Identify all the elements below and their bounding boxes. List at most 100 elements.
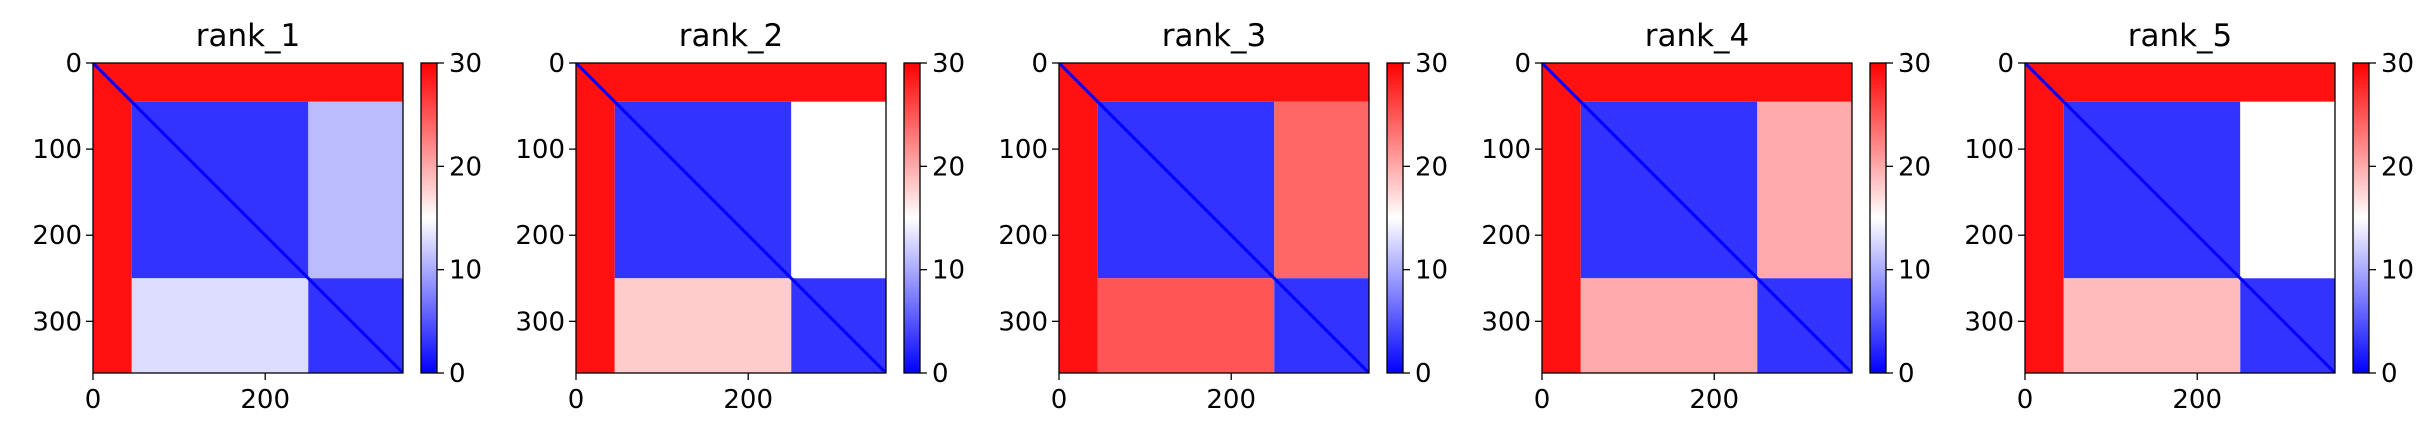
heatmap-cell <box>308 101 403 279</box>
heatmap-diagonal <box>93 63 403 373</box>
y-tick-label: 100 <box>998 135 1048 165</box>
heatmap-cell <box>93 63 403 102</box>
heatmap-panel: rank_1 0 100 200 300 0 200 0 10 20 30 <box>32 18 482 415</box>
heatmap-diagonal <box>2025 63 2335 373</box>
y-tick-label: 200 <box>1481 221 1531 251</box>
axes-frame <box>2024 62 2336 374</box>
axes-frame <box>1058 62 1370 374</box>
colorbar-tick-label: 20 <box>1898 152 1931 182</box>
heatmap-cell <box>2025 63 2335 102</box>
heatmap-panel: rank_4 0 100 200 300 0 200 0 10 20 30 <box>1481 18 1931 415</box>
heatmap-cell <box>131 278 309 373</box>
colorbar-tick-label: 30 <box>449 49 482 79</box>
colorbar-tick-label: 10 <box>1415 256 1448 286</box>
heatmap-cell <box>1542 63 1852 102</box>
heatmap-cell <box>576 63 886 102</box>
axes-frame <box>575 62 887 374</box>
chart-title: rank_4 <box>1645 18 1750 54</box>
colorbar-tick-label: 0 <box>1898 359 1915 389</box>
heatmap-cells <box>93 63 403 373</box>
y-tick-label: 100 <box>32 135 82 165</box>
colorbar-tick-label: 30 <box>1898 49 1931 79</box>
x-tick-label: 0 <box>2017 385 2034 415</box>
colorbar-tick-label: 10 <box>1898 256 1931 286</box>
colorbar-tick-label: 0 <box>449 359 466 389</box>
y-tick-label: 300 <box>32 307 82 337</box>
x-tick-label: 0 <box>85 385 102 415</box>
heatmap-cell <box>576 63 615 373</box>
colorbar-tick-label: 0 <box>1415 359 1432 389</box>
y-tick-label: 200 <box>998 221 1048 251</box>
heatmap-cell <box>1059 63 1369 102</box>
colorbar-tick-label: 10 <box>449 256 482 286</box>
heatmap-diagonal <box>1542 63 1852 373</box>
y-tick-label: 200 <box>32 221 82 251</box>
heatmap-cell <box>1757 101 1852 279</box>
colorbar-tick-label: 10 <box>932 256 965 286</box>
y-tick-label: 300 <box>1481 307 1531 337</box>
colorbar-tick-label: 30 <box>1415 49 1448 79</box>
heatmap-cell <box>1097 278 1275 373</box>
heatmap-cell <box>1542 63 1581 373</box>
heatmap-cell <box>2063 278 2241 373</box>
colorbar <box>1386 62 1404 374</box>
heatmap-cell <box>1580 278 1758 373</box>
heatmap-panel: rank_2 0 100 200 300 0 200 0 10 20 30 <box>515 18 965 415</box>
chart-title: rank_5 <box>2128 18 2233 54</box>
colorbar-tick-label: 20 <box>1415 152 1448 182</box>
colorbar-tick-label: 20 <box>2381 152 2414 182</box>
y-tick-label: 300 <box>1964 307 2014 337</box>
heatmap-diagonal <box>576 63 886 373</box>
chart-title: rank_1 <box>196 18 301 54</box>
axes-frame <box>1541 62 1853 374</box>
y-tick-label: 0 <box>65 49 82 79</box>
colorbar-tick-label: 0 <box>932 359 949 389</box>
heatmap-cells <box>2025 63 2335 373</box>
colorbar-tick-label: 20 <box>449 152 482 182</box>
heatmap-cell <box>614 278 792 373</box>
colorbar <box>420 62 438 374</box>
y-tick-label: 100 <box>1964 135 2014 165</box>
axes-frame <box>92 62 404 374</box>
heatmap-cell <box>791 101 886 279</box>
colorbar <box>903 62 921 374</box>
y-tick-label: 200 <box>1964 221 2014 251</box>
heatmap-cells <box>1542 63 1852 373</box>
y-tick-label: 300 <box>998 307 1048 337</box>
heatmap-cell <box>1274 101 1369 279</box>
y-tick-label: 300 <box>515 307 565 337</box>
x-tick-label: 0 <box>1534 385 1551 415</box>
heatmap-cells <box>1059 63 1369 373</box>
x-tick-label: 200 <box>1206 385 1256 415</box>
heatmap-panel: rank_5 0 100 200 300 0 200 0 10 20 30 <box>1964 18 2414 415</box>
heatmap-cell <box>2240 101 2335 279</box>
heatmap-cell <box>2025 63 2064 373</box>
x-tick-label: 0 <box>568 385 585 415</box>
heatmap-cell <box>1059 63 1098 373</box>
y-tick-label: 100 <box>1481 135 1531 165</box>
x-tick-label: 0 <box>1051 385 1068 415</box>
heatmap-panel: rank_3 0 100 200 300 0 200 0 10 20 30 <box>998 18 1448 415</box>
x-tick-label: 200 <box>2172 385 2222 415</box>
colorbar <box>1869 62 1887 374</box>
y-tick-label: 0 <box>1997 49 2014 79</box>
y-tick-label: 100 <box>515 135 565 165</box>
colorbar <box>2352 62 2370 374</box>
heatmap-cell <box>93 63 132 373</box>
heatmap-diagonal <box>1059 63 1369 373</box>
colorbar-tick-label: 30 <box>2381 49 2414 79</box>
y-tick-label: 0 <box>548 49 565 79</box>
colorbar-tick-label: 30 <box>932 49 965 79</box>
y-tick-label: 200 <box>515 221 565 251</box>
heatmap-cells <box>576 63 886 373</box>
colorbar-tick-label: 10 <box>2381 256 2414 286</box>
y-tick-label: 0 <box>1514 49 1531 79</box>
x-tick-label: 200 <box>723 385 773 415</box>
x-tick-label: 200 <box>240 385 290 415</box>
y-tick-label: 0 <box>1031 49 1048 79</box>
chart-title: rank_2 <box>679 18 784 54</box>
colorbar-tick-label: 0 <box>2381 359 2398 389</box>
chart-title: rank_3 <box>1162 18 1267 54</box>
colorbar-tick-label: 20 <box>932 152 965 182</box>
